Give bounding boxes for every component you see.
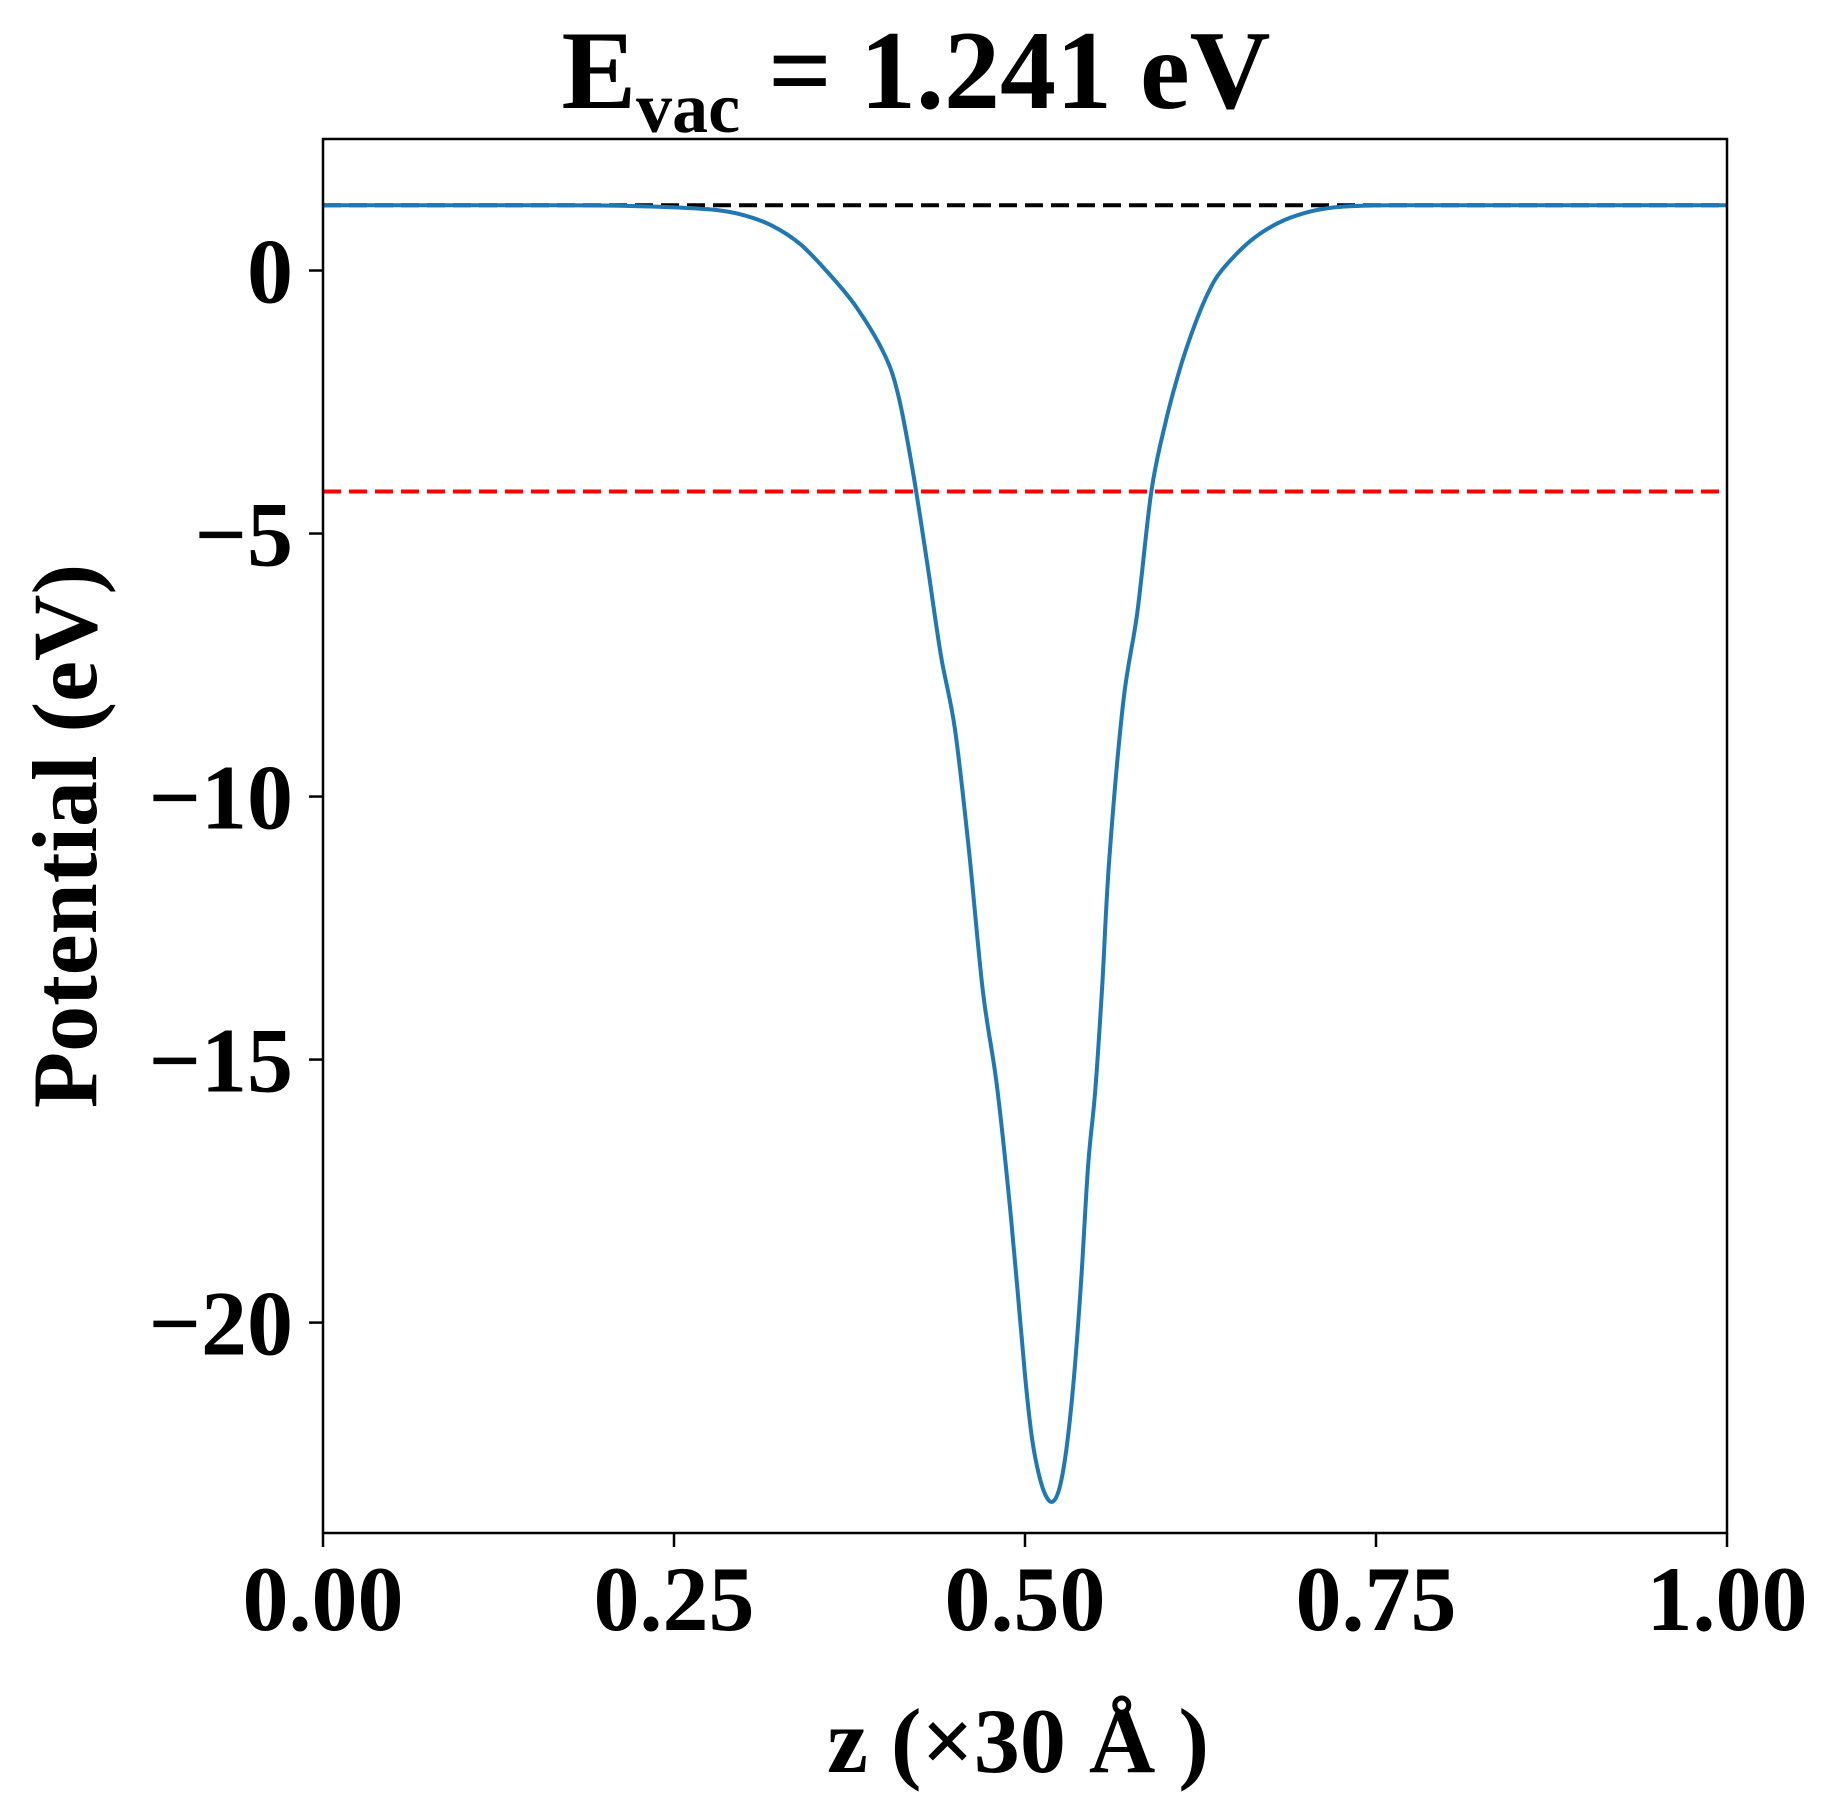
- y-tick-label: 0: [247, 221, 293, 323]
- x-tick-label: 0.75: [1296, 1548, 1457, 1650]
- x-tick-label: 0.50: [945, 1548, 1106, 1650]
- x-axis-label: z (×30 Å ): [827, 1690, 1209, 1792]
- title-main: E: [561, 9, 636, 133]
- title-subscript: vac: [636, 68, 740, 148]
- reference-lines: [323, 203, 1727, 494]
- x-tick-label: 0.25: [594, 1548, 755, 1650]
- x-tick-label: 0.00: [243, 1548, 404, 1650]
- x-axis: 0.00 0.25 0.50 0.75 1.00: [243, 1533, 1808, 1650]
- plot-frame: [321, 137, 1729, 1535]
- title-rest: = 1.241 eV: [740, 9, 1270, 133]
- y-axis: 0 −5 −10 −15 −20: [149, 221, 323, 1375]
- y-tick-label: −20: [149, 1273, 293, 1375]
- y-tick-label: −15: [149, 1010, 293, 1112]
- series-layer: [323, 203, 1727, 1504]
- x-tick-label: 1.00: [1647, 1548, 1808, 1650]
- chart-title: Evac = 1.241 eV: [561, 9, 1270, 148]
- y-axis-label: Potential (eV): [14, 564, 116, 1108]
- series-line-0: [323, 203, 1727, 1504]
- y-tick-label: −10: [149, 747, 293, 849]
- y-tick-label: −5: [195, 484, 293, 586]
